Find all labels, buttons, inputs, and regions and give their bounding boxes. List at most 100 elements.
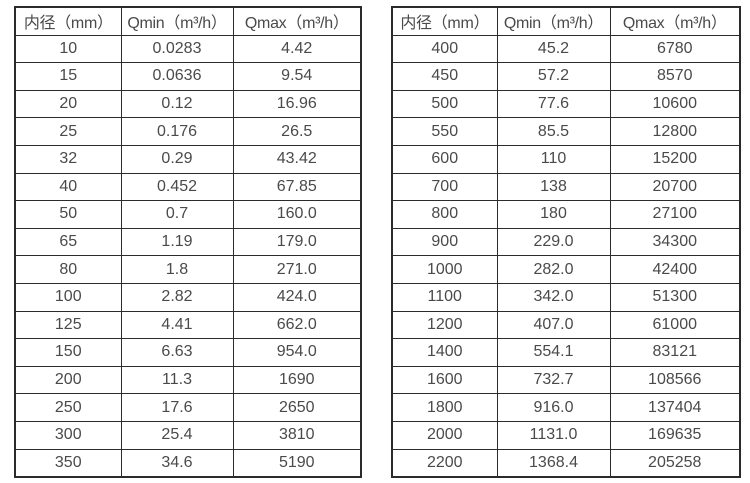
table-cell: 1690 (232, 365, 362, 395)
table-row: 50 0.7 160.0 (14, 200, 362, 229)
table-cell: 1200 (391, 310, 498, 340)
table-cell: 50 (14, 200, 122, 229)
table-cell: 4.42 (232, 34, 362, 64)
table-cell: 700 (391, 172, 498, 202)
column-header: Qmin（m³/h） (496, 6, 611, 36)
table-row: 125 4.41 662.0 (14, 310, 362, 340)
column-header: Qmax（m³/h） (609, 6, 741, 36)
flow-range-table-small-diameters: 内径（mm） Qmin（m³/h） Qmax（m³/h） 10 0.0283 4.42 1… (14, 6, 362, 479)
table-cell: 1100 (391, 282, 498, 312)
table-cell: 2.82 (120, 282, 234, 312)
table-cell: 916.0 (496, 393, 611, 422)
table-cell: 8570 (609, 62, 741, 91)
table-cell: 554.1 (496, 338, 611, 367)
table-cell: 5190 (232, 448, 362, 478)
table-cell: 800 (391, 200, 498, 229)
table-cell: 0.452 (120, 172, 234, 202)
table-cell: 10 (14, 34, 122, 64)
table-row: 1100 342.0 51300 (391, 282, 741, 312)
table-cell: 0.29 (120, 144, 234, 174)
table-body: 400 45.2 6780 450 57.2 8570 500 77.6 10600 550 85.… (391, 34, 741, 478)
table-cell: 0.12 (120, 89, 234, 119)
table-cell: 1600 (391, 365, 498, 395)
table-cell: 10600 (609, 89, 741, 119)
table-row: 900 229.0 34300 (391, 227, 741, 257)
table-row: 1000 282.0 42400 (391, 255, 741, 284)
table-row: 1400 554.1 83121 (391, 338, 741, 367)
table-cell: 4.41 (120, 310, 234, 340)
table-cell: 0.0636 (120, 62, 234, 91)
table-cell: 16.96 (232, 89, 362, 119)
table-cell: 342.0 (496, 282, 611, 312)
table-cell: 954.0 (232, 338, 362, 367)
table-cell: 424.0 (232, 282, 362, 312)
table-row: 400 45.2 6780 (391, 34, 741, 64)
table-cell: 3810 (232, 420, 362, 450)
table-row: 80 1.8 271.0 (14, 255, 362, 284)
table-cell: 100 (14, 282, 122, 312)
column-header: 内径（mm） (391, 6, 498, 36)
table-cell: 11.3 (120, 365, 234, 395)
table-row: 700 138 20700 (391, 172, 741, 202)
table-row: 600 110 15200 (391, 144, 741, 174)
table-cell: 1000 (391, 255, 498, 284)
table-cell: 1368.4 (496, 448, 611, 478)
table-cell: 229.0 (496, 227, 611, 257)
table-cell: 25 (14, 117, 122, 146)
table-cell: 57.2 (496, 62, 611, 91)
table-cell: 150 (14, 338, 122, 367)
table-cell: 43.42 (232, 144, 362, 174)
table-cell: 125 (14, 310, 122, 340)
table-cell: 160.0 (232, 200, 362, 229)
table-cell: 6.63 (120, 338, 234, 367)
table-cell: 51300 (609, 282, 741, 312)
table-row: 10 0.0283 4.42 (14, 34, 362, 64)
table-cell: 2200 (391, 448, 498, 478)
table-cell: 180 (496, 200, 611, 229)
table-cell: 20 (14, 89, 122, 119)
table-row: 1800 916.0 137404 (391, 393, 741, 422)
table-cell: 15 (14, 62, 122, 91)
table-cell: 169635 (609, 420, 741, 450)
table-cell: 6780 (609, 34, 741, 64)
table-cell: 42400 (609, 255, 741, 284)
table-cell: 45.2 (496, 34, 611, 64)
table-row: 350 34.6 5190 (14, 448, 362, 478)
table-cell: 17.6 (120, 393, 234, 422)
table-cell: 34300 (609, 227, 741, 257)
table-row: 450 57.2 8570 (391, 62, 741, 91)
table-cell: 65 (14, 227, 122, 257)
table-cell: 108566 (609, 365, 741, 395)
table-cell: 2000 (391, 420, 498, 450)
table-cell: 12800 (609, 117, 741, 146)
table-cell: 900 (391, 227, 498, 257)
table-cell: 15200 (609, 144, 741, 174)
table-cell: 20700 (609, 172, 741, 202)
header-row: 内径（mm） Qmin（m³/h） Qmax（m³/h） (391, 6, 741, 36)
table-cell: 26.5 (232, 117, 362, 146)
table-cell: 67.85 (232, 172, 362, 202)
table-cell: 137404 (609, 393, 741, 422)
table-cell: 2650 (232, 393, 362, 422)
table-cell: 110 (496, 144, 611, 174)
table-cell: 662.0 (232, 310, 362, 340)
table-row: 150 6.63 954.0 (14, 338, 362, 367)
table-cell: 1131.0 (496, 420, 611, 450)
table-cell: 85.5 (496, 117, 611, 146)
table-cell: 25.4 (120, 420, 234, 450)
table-row: 100 2.82 424.0 (14, 282, 362, 312)
table-row: 2000 1131.0 169635 (391, 420, 741, 450)
table-row: 500 77.6 10600 (391, 89, 741, 119)
table-row: 300 25.4 3810 (14, 420, 362, 450)
table-cell: 77.6 (496, 89, 611, 119)
table-row: 800 180 27100 (391, 200, 741, 229)
table-cell: 350 (14, 448, 122, 478)
table-cell: 34.6 (120, 448, 234, 478)
table-row: 2200 1368.4 205258 (391, 448, 741, 478)
table-row: 250 17.6 2650 (14, 393, 362, 422)
table-row: 32 0.29 43.42 (14, 144, 362, 174)
table-cell: 550 (391, 117, 498, 146)
table-cell: 27100 (609, 200, 741, 229)
table-cell: 80 (14, 255, 122, 284)
table-cell: 40 (14, 172, 122, 202)
